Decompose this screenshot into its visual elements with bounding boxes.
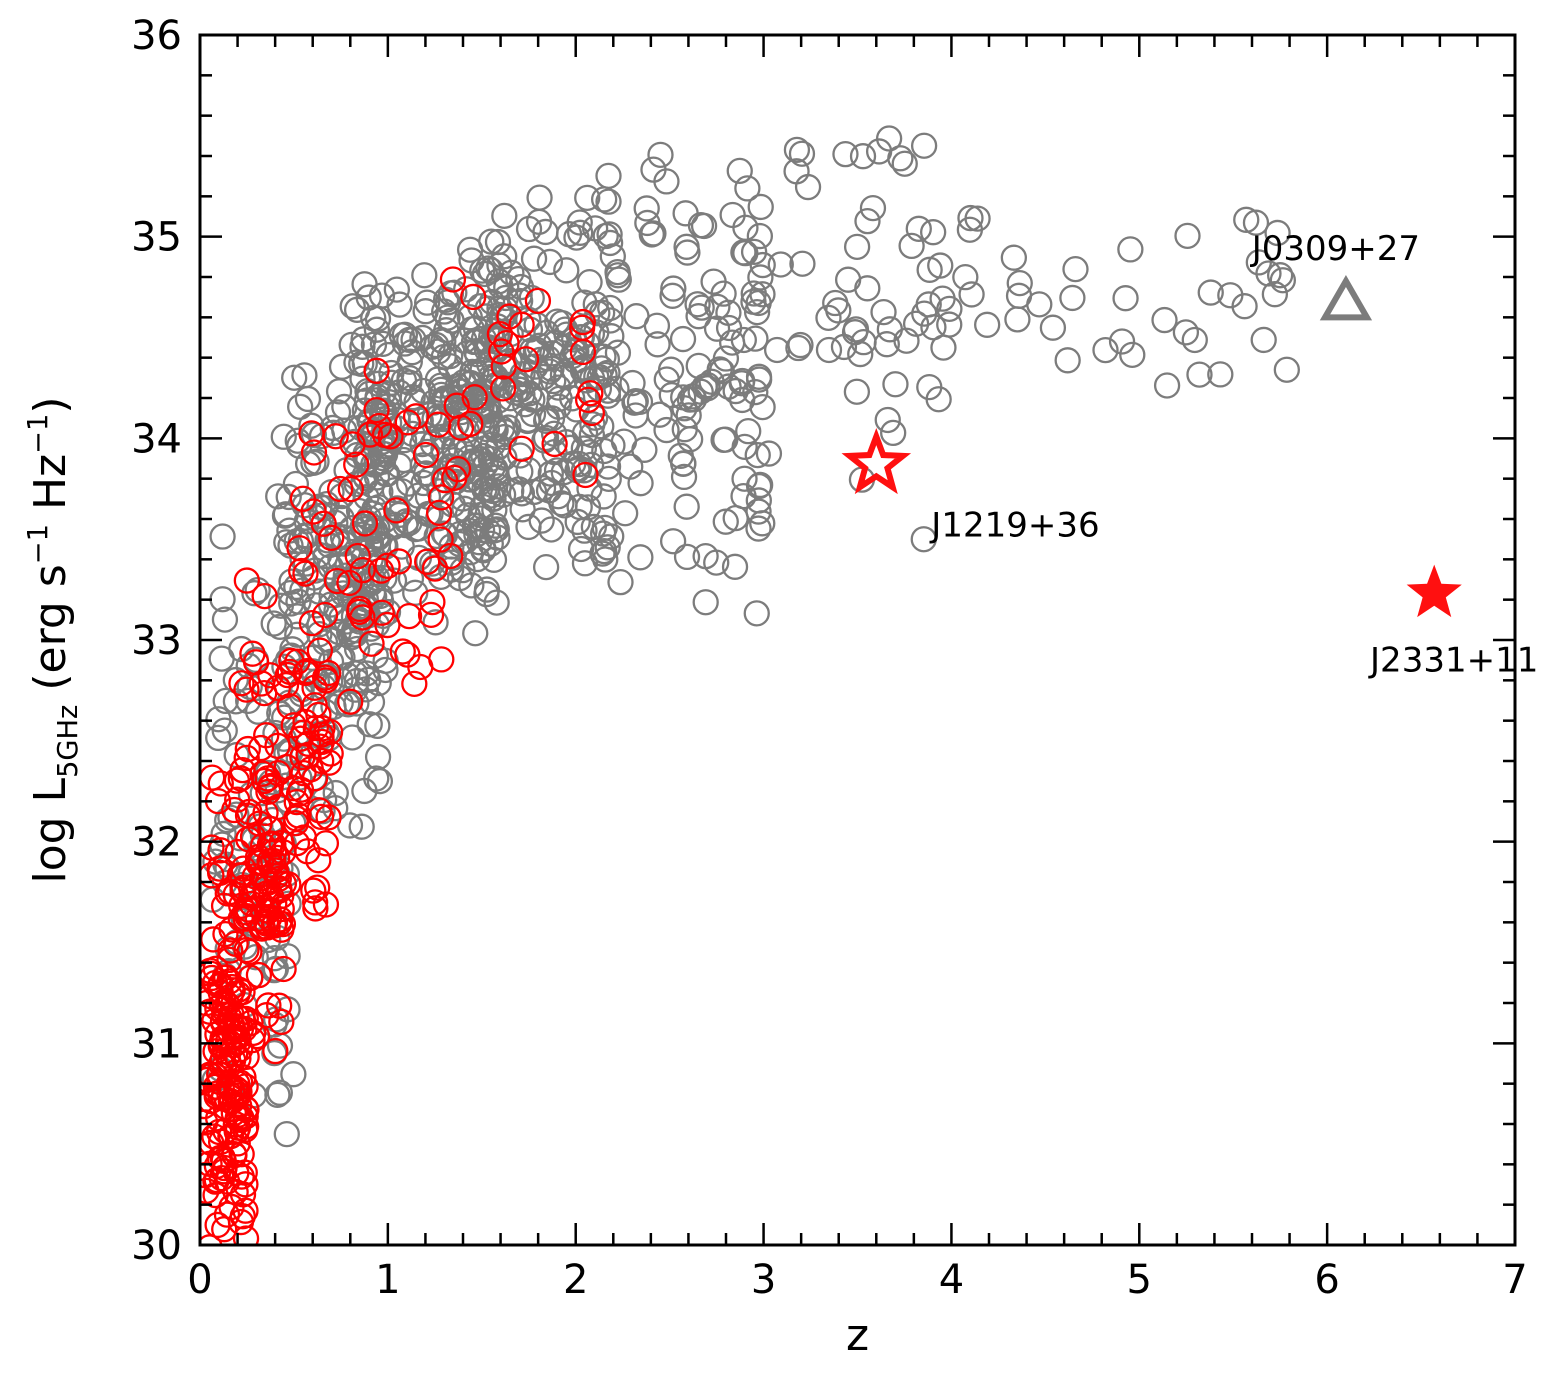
xtick-label: 4 [939, 1257, 964, 1303]
ytick-label: 32 [131, 820, 182, 866]
ytick-label: 31 [131, 1021, 182, 1067]
svg-text:log L5GHz (erg s−1 Hz−1): log L5GHz (erg s−1 Hz−1) [23, 396, 84, 883]
xtick-label: 5 [1127, 1257, 1152, 1303]
x-axis-label: z [846, 1310, 869, 1361]
ytick-label: 33 [131, 618, 182, 664]
scatter-chart: J0309+27J1219+36J2331+110123456730313233… [0, 0, 1561, 1391]
J0309+27-label: J0309+27 [1250, 229, 1420, 269]
y-axis-label: log L5GHz (erg s−1 Hz−1) [23, 396, 84, 883]
J2331+11-label: J2331+11 [1368, 641, 1538, 681]
ytick-label: 30 [131, 1223, 182, 1269]
J1219+36-label: J1219+36 [929, 506, 1099, 546]
ytick-label: 34 [131, 416, 182, 462]
xtick-label: 6 [1314, 1257, 1339, 1303]
xtick-label: 1 [375, 1257, 400, 1303]
xtick-label: 3 [751, 1257, 776, 1303]
xtick-label: 0 [187, 1257, 212, 1303]
ytick-label: 35 [131, 215, 182, 261]
xtick-label: 7 [1502, 1257, 1527, 1303]
ytick-label: 36 [131, 13, 182, 59]
xtick-label: 2 [563, 1257, 588, 1303]
